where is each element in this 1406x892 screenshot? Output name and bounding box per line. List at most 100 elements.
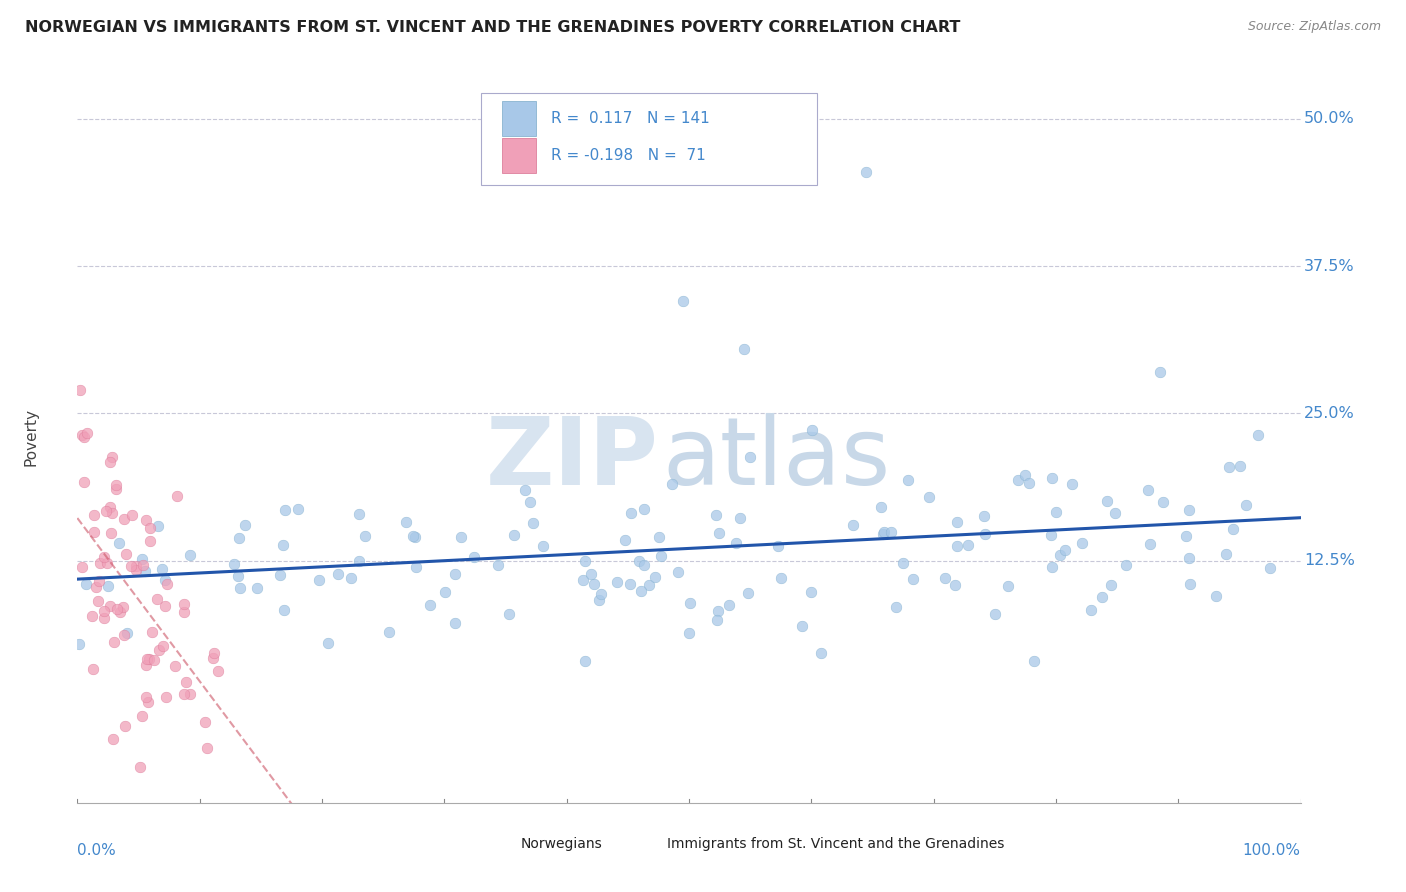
Point (792, 619, 814, 633)
Point (589, 587, 612, 601)
Point (433, 585, 456, 599)
Point (1007, 473, 1029, 487)
Point (100, 526, 122, 541)
Point (644, 570, 666, 584)
Point (405, 559, 427, 574)
Point (891, 557, 914, 571)
Point (101, 450, 124, 464)
Point (738, 450, 761, 465)
Point (872, 524, 894, 539)
Point (155, 690, 177, 704)
Point (112, 628, 135, 642)
Point (378, 624, 401, 639)
Point (1247, 428, 1270, 442)
Point (650, 549, 672, 563)
Point (195, 740, 218, 755)
Point (943, 577, 966, 591)
Point (444, 615, 467, 630)
Point (89, 556, 111, 570)
Point (581, 566, 603, 581)
Point (486, 558, 509, 573)
Text: Immigrants from St. Vincent and the Grenadines: Immigrants from St. Vincent and the Gren… (666, 837, 1004, 851)
Point (139, 534, 162, 549)
Point (226, 569, 249, 583)
Point (800, 423, 823, 437)
Point (810, 646, 832, 660)
Point (97, 579, 120, 593)
Point (707, 526, 730, 541)
Point (934, 571, 956, 585)
Point (766, 540, 789, 554)
Point (519, 495, 541, 509)
Point (679, 596, 702, 610)
Point (872, 526, 894, 541)
Point (1040, 559, 1063, 574)
Point (661, 476, 683, 491)
Point (1229, 458, 1251, 473)
Point (138, 652, 160, 666)
Point (101, 731, 124, 746)
Point (101, 506, 124, 520)
Point (1080, 603, 1102, 617)
Point (717, 598, 740, 612)
Point (173, 687, 195, 701)
Point (103, 635, 125, 649)
Point (145, 592, 167, 607)
Point (104, 482, 127, 496)
Point (173, 597, 195, 611)
Point (105, 601, 128, 615)
Point (166, 489, 188, 503)
Point (73, 430, 96, 444)
Point (146, 519, 169, 533)
Point (884, 600, 907, 615)
Point (136, 652, 159, 666)
Point (1137, 483, 1160, 497)
Point (131, 552, 153, 566)
Point (156, 577, 179, 591)
Point (155, 599, 177, 614)
Point (1215, 547, 1237, 561)
Point (404, 530, 426, 544)
Point (1099, 578, 1122, 592)
Point (207, 665, 229, 679)
Point (672, 294, 695, 309)
Point (93, 604, 115, 618)
Point (498, 607, 520, 622)
Point (67, 638, 90, 652)
Point (842, 518, 865, 533)
FancyBboxPatch shape (486, 832, 515, 855)
Point (112, 512, 135, 526)
Point (1205, 589, 1227, 603)
Point (287, 501, 309, 516)
Point (273, 503, 295, 517)
Point (1115, 558, 1137, 572)
Point (222, 557, 245, 571)
Point (354, 529, 377, 543)
Point (614, 533, 637, 547)
Point (419, 598, 441, 612)
Point (179, 549, 201, 563)
Point (1018, 475, 1040, 490)
Point (82, 608, 104, 623)
FancyBboxPatch shape (502, 102, 536, 136)
Point (84, 580, 107, 594)
Point (706, 604, 728, 618)
Point (75, 577, 97, 591)
Point (531, 539, 554, 553)
Point (870, 500, 893, 514)
Point (571, 573, 593, 587)
Point (83, 525, 105, 540)
Point (946, 516, 969, 530)
Point (163, 658, 186, 673)
Point (93, 611, 115, 625)
Point (666, 566, 689, 580)
Point (142, 653, 165, 667)
Point (273, 603, 295, 617)
Point (73, 475, 96, 489)
Point (1178, 551, 1201, 566)
Point (111, 599, 134, 614)
Point (125, 559, 148, 574)
Point (135, 513, 157, 527)
Point (82, 662, 104, 676)
Point (855, 164, 877, 178)
